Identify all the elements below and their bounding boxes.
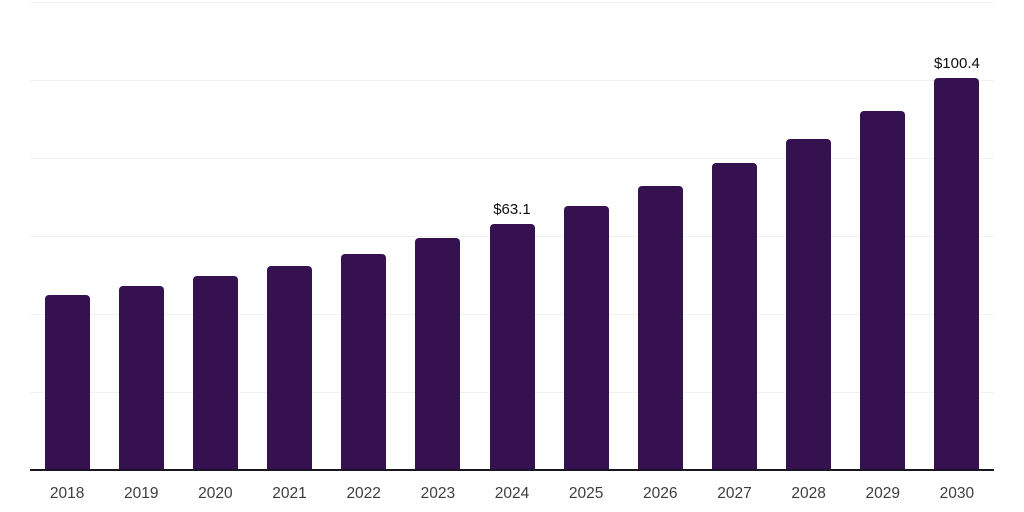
data-label-2024: $63.1 (493, 200, 531, 218)
bar-2020 (192, 276, 238, 470)
bar-2027 (711, 163, 757, 470)
gridline (30, 2, 994, 3)
x-axis-label-2029: 2029 (865, 485, 900, 502)
bar-2028 (786, 138, 832, 470)
bar-2024 (489, 223, 535, 470)
bar-2019 (118, 286, 164, 470)
x-axis-label-2025: 2025 (568, 485, 604, 502)
bar-2021 (267, 265, 313, 470)
bar-2018 (44, 295, 90, 470)
bar-2030 (934, 78, 980, 470)
bar-2022 (341, 253, 387, 470)
bar-2026 (637, 185, 683, 470)
x-axis-label-2026: 2026 (643, 485, 678, 502)
bar-2023 (415, 238, 461, 470)
x-axis-label-2024: 2024 (494, 485, 530, 502)
x-axis-label-2020: 2020 (198, 485, 233, 502)
x-axis-label-2023: 2023 (420, 485, 456, 502)
x-axis-label-2021: 2021 (272, 485, 307, 502)
bar-2029 (860, 110, 906, 470)
x-axis-label-2027: 2027 (717, 485, 752, 502)
x-axis-line (30, 469, 994, 471)
x-axis-label-2022: 2022 (346, 485, 381, 502)
x-axis-label-2030: 2030 (939, 485, 975, 502)
x-axis-label-2018: 2018 (49, 485, 85, 502)
plot-area: 2018 2019 2020 2021 2022 2023 $63.1 2024 2025 202… (30, 0, 994, 512)
gridline (30, 80, 994, 81)
bar-2025 (563, 206, 609, 470)
x-axis-label-2028: 2028 (791, 485, 826, 502)
data-label-2030: $100.4 (933, 55, 980, 73)
gridline (30, 158, 994, 159)
x-axis-label-2019: 2019 (123, 485, 159, 502)
